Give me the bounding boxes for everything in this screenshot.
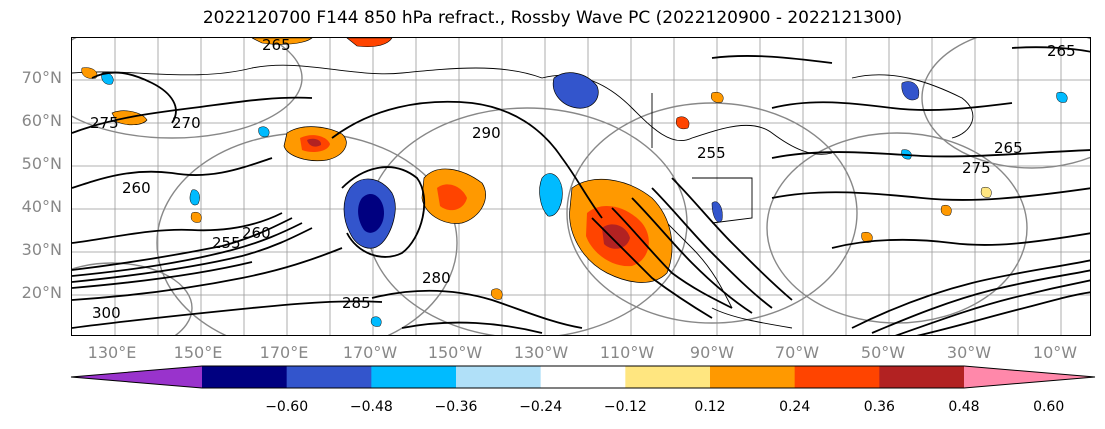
- colorbar-segment: [286, 366, 372, 388]
- colorbar-tick-label: 0.48: [948, 399, 980, 415]
- contour-label: 270: [172, 114, 201, 132]
- colorbar-segment: [879, 366, 965, 388]
- colorbar-tick-label: −0.36: [434, 399, 478, 415]
- lon-label-150w: 150°W: [427, 343, 483, 362]
- contour-label: 280: [422, 269, 451, 287]
- colorbar-segment: [710, 366, 796, 388]
- colorbar-tick-label: 0.60: [1033, 399, 1065, 415]
- contour-label-group: 265 265 265 270 275 260 255 260 280 290 …: [90, 38, 1076, 322]
- map-canvas: 265 265 265 270 275 260 255 260 280 290 …: [72, 38, 1090, 335]
- lon-label-50w: 50°W: [860, 343, 906, 362]
- colorbar-extend-high: [964, 366, 1095, 388]
- contour-label: 285: [342, 294, 371, 312]
- lat-label-70n: 70°N: [21, 68, 62, 87]
- positive-shading: [81, 38, 992, 300]
- lon-label-70w: 70°W: [774, 343, 820, 362]
- lat-label-20n: 20°N: [21, 283, 62, 302]
- map-panel: 265 265 265 270 275 260 255 260 280 290 …: [71, 37, 1091, 336]
- colorbar-segment: [794, 366, 880, 388]
- contour-label: 260: [122, 179, 151, 197]
- negative-shading: [101, 72, 1068, 327]
- contour-label: 255: [212, 234, 241, 252]
- colorbar-extend-low: [71, 366, 202, 388]
- contour-label: 265: [1047, 42, 1076, 60]
- lon-label-90w: 90°W: [689, 343, 735, 362]
- lon-label-130w: 130°W: [513, 343, 569, 362]
- contour-label: 275: [90, 114, 119, 132]
- colorbar-segment: [540, 366, 626, 388]
- colorbar-segment: [456, 366, 542, 388]
- lat-label-30n: 30°N: [21, 240, 62, 259]
- colorbar-tick-label: 0.12: [694, 399, 726, 415]
- lon-label-170w: 170°W: [342, 343, 398, 362]
- coastlines: [72, 64, 974, 329]
- contour-label: 290: [472, 124, 501, 142]
- colorbar-segment: [202, 366, 288, 388]
- lat-label-60n: 60°N: [21, 111, 62, 130]
- lon-label-130e: 130°E: [87, 343, 137, 362]
- lon-label-170e: 170°E: [259, 343, 309, 362]
- contour-label: 260: [242, 224, 271, 242]
- lat-label-50n: 50°N: [21, 154, 62, 173]
- lon-label-30w: 30°W: [946, 343, 992, 362]
- colorbar-segment: [371, 366, 457, 388]
- lon-label-150e: 150°E: [173, 343, 223, 362]
- colorbar-tick-label: 0.36: [863, 399, 895, 415]
- colorbar-tick-label: −0.60: [265, 399, 309, 415]
- contour-label: 300: [92, 304, 121, 322]
- contour-label: 265: [994, 139, 1023, 157]
- contour-label: 255: [697, 144, 726, 162]
- refractivity-contours: [72, 46, 1090, 335]
- colorbar-tick-label: −0.48: [349, 399, 393, 415]
- colorbar-tick-label: −0.24: [519, 399, 563, 415]
- lon-label-110w: 110°W: [599, 343, 655, 362]
- contour-label: 275: [962, 159, 991, 177]
- lat-label-40n: 40°N: [21, 197, 62, 216]
- colorbar-segment: [625, 366, 711, 388]
- colorbar: [70, 365, 1096, 389]
- map-title: 2022120700 F144 850 hPa refract., Rossby…: [202, 8, 903, 28]
- colorbar-tick-label: −0.12: [603, 399, 647, 415]
- lon-label-10w: 10°W: [1032, 343, 1078, 362]
- colorbar-tick-label: 0.24: [779, 399, 811, 415]
- contour-label: 265: [262, 38, 291, 54]
